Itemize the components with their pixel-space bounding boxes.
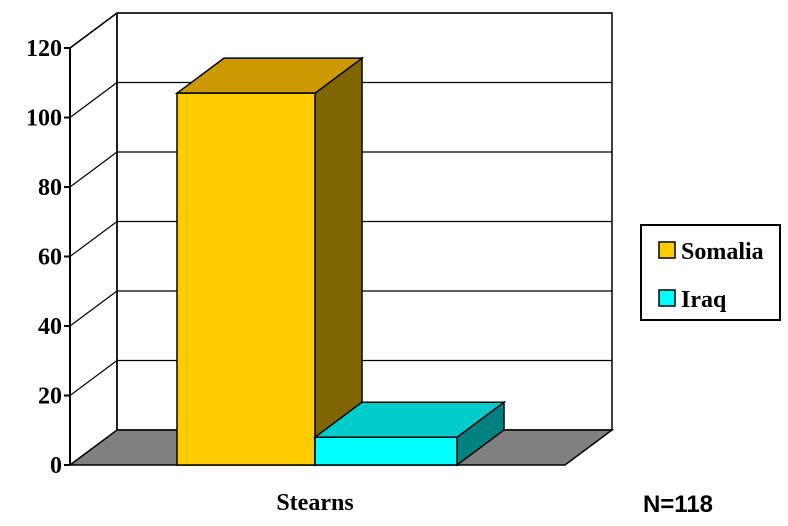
legend-label-somalia: Somalia bbox=[681, 239, 764, 265]
y-tick-label: 0 bbox=[50, 453, 62, 479]
y-tick-label: 40 bbox=[38, 314, 62, 340]
legend-swatch-iraq bbox=[658, 289, 676, 307]
y-tick-labels: 0 20 40 60 80 100 120 bbox=[26, 36, 62, 479]
y-tick-label: 100 bbox=[26, 106, 62, 132]
gridline-diagonal bbox=[69, 221, 118, 257]
legend: Somalia Iraq bbox=[640, 224, 781, 321]
bars bbox=[174, 56, 507, 467]
bar-iraq-stearns bbox=[312, 400, 507, 467]
bar-iraq-stearns-front bbox=[314, 436, 458, 466]
y-tick-label: 60 bbox=[38, 245, 62, 271]
bar-somalia-stearns-side bbox=[314, 56, 363, 467]
y-tick-label: 120 bbox=[26, 36, 62, 62]
y-axis bbox=[64, 12, 118, 466]
legend-swatch-somalia bbox=[658, 241, 676, 259]
gridline-diagonal bbox=[69, 360, 118, 396]
y-tick-label: 20 bbox=[38, 384, 62, 410]
gridline-diagonal bbox=[69, 290, 118, 327]
legend-label-iraq: Iraq bbox=[681, 287, 727, 313]
gridline-diagonal bbox=[69, 151, 118, 188]
x-category-label: Stearns bbox=[276, 490, 353, 516]
bar-somalia-stearns-front bbox=[176, 92, 316, 466]
y-tick-label: 80 bbox=[38, 175, 62, 201]
bar-somalia-stearns bbox=[174, 56, 365, 467]
left-wall-top-edge bbox=[69, 12, 118, 49]
gridline-diagonal bbox=[69, 82, 118, 118]
sample-size-note: N=118 bbox=[643, 491, 713, 518]
